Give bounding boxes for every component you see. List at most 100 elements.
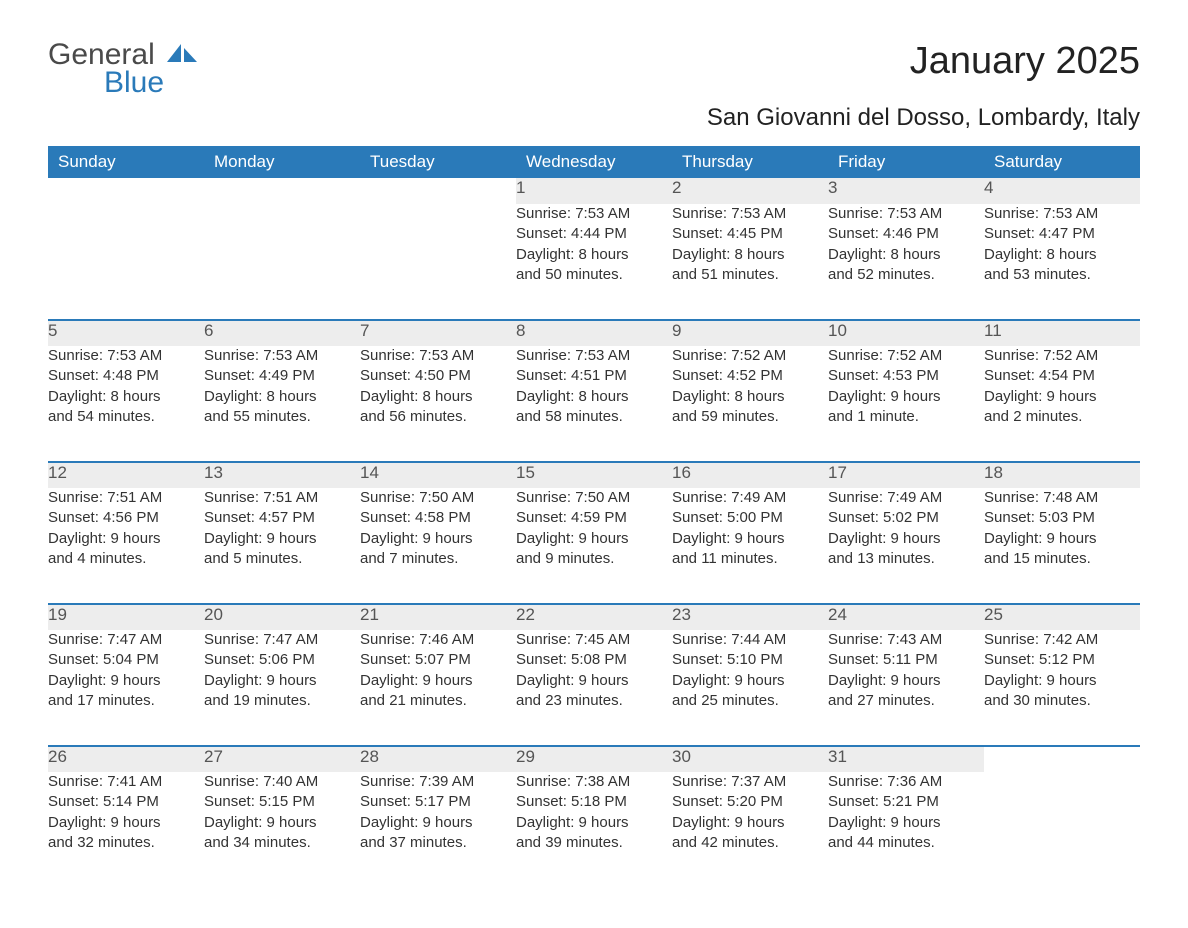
day-content-cell: Sunrise: 7:53 AMSunset: 4:45 PMDaylight:… (672, 204, 828, 320)
sunset-text: Sunset: 5:08 PM (516, 650, 672, 670)
day-number: 22 (516, 605, 535, 624)
day-number-cell: 30 (672, 746, 828, 772)
sunset-text: Sunset: 5:20 PM (672, 792, 828, 812)
sunrise-text: Sunrise: 7:43 AM (828, 630, 984, 650)
daylight2-text: and 30 minutes. (984, 691, 1140, 711)
day-number: 9 (672, 321, 681, 340)
weekday-header: Monday (204, 146, 360, 178)
daylight1-text: Daylight: 9 hours (984, 671, 1140, 691)
sunset-text: Sunset: 4:49 PM (204, 366, 360, 386)
day-number-cell: 18 (984, 462, 1140, 488)
daylight1-text: Daylight: 9 hours (984, 387, 1140, 407)
day-number-cell: 25 (984, 604, 1140, 630)
day-content-cell: Sunrise: 7:47 AMSunset: 5:06 PMDaylight:… (204, 630, 360, 746)
sunset-text: Sunset: 5:18 PM (516, 792, 672, 812)
day-number-cell: 13 (204, 462, 360, 488)
day-number: 18 (984, 463, 1003, 482)
day-content-cell: Sunrise: 7:46 AMSunset: 5:07 PMDaylight:… (360, 630, 516, 746)
sunrise-text: Sunrise: 7:53 AM (672, 204, 828, 224)
sunset-text: Sunset: 5:06 PM (204, 650, 360, 670)
daylight2-text: and 52 minutes. (828, 265, 984, 285)
sunrise-text: Sunrise: 7:53 AM (828, 204, 984, 224)
weekday-header: Saturday (984, 146, 1140, 178)
sunrise-text: Sunrise: 7:52 AM (672, 346, 828, 366)
day-number: 29 (516, 747, 535, 766)
day-number-cell: 15 (516, 462, 672, 488)
day-number-cell: 5 (48, 320, 204, 346)
day-number-cell: 28 (360, 746, 516, 772)
sunset-text: Sunset: 4:59 PM (516, 508, 672, 528)
day-number: 26 (48, 747, 67, 766)
daylight1-text: Daylight: 8 hours (984, 245, 1140, 265)
sunrise-text: Sunrise: 7:53 AM (516, 346, 672, 366)
daylight1-text: Daylight: 9 hours (48, 529, 204, 549)
daylight1-text: Daylight: 8 hours (516, 387, 672, 407)
daylight2-text: and 2 minutes. (984, 407, 1140, 427)
day-content-cell (984, 772, 1140, 888)
sunset-text: Sunset: 4:48 PM (48, 366, 204, 386)
daylight1-text: Daylight: 9 hours (204, 671, 360, 691)
day-number: 23 (672, 605, 691, 624)
location-text: San Giovanni del Dosso, Lombardy, Italy (48, 104, 1140, 132)
header-row: General Blue January 2025 (48, 40, 1140, 98)
daylight2-text: and 44 minutes. (828, 833, 984, 853)
day-number: 25 (984, 605, 1003, 624)
day-content-cell: Sunrise: 7:39 AMSunset: 5:17 PMDaylight:… (360, 772, 516, 888)
daylight1-text: Daylight: 9 hours (828, 529, 984, 549)
logo-text: General Blue (48, 40, 201, 98)
day-number-cell: 9 (672, 320, 828, 346)
sunset-text: Sunset: 5:04 PM (48, 650, 204, 670)
sunset-text: Sunset: 4:56 PM (48, 508, 204, 528)
day-number: 13 (204, 463, 223, 482)
daylight2-text: and 59 minutes. (672, 407, 828, 427)
day-number: 3 (828, 178, 837, 197)
sunrise-text: Sunrise: 7:47 AM (48, 630, 204, 650)
day-number: 19 (48, 605, 67, 624)
day-number-row: 12131415161718 (48, 462, 1140, 488)
day-content-cell: Sunrise: 7:38 AMSunset: 5:18 PMDaylight:… (516, 772, 672, 888)
day-number: 7 (360, 321, 369, 340)
daylight2-text: and 55 minutes. (204, 407, 360, 427)
day-number-row: 1234 (48, 178, 1140, 204)
weekday-header: Friday (828, 146, 984, 178)
day-number-cell (204, 178, 360, 204)
sunset-text: Sunset: 5:10 PM (672, 650, 828, 670)
day-number-cell (984, 746, 1140, 772)
sunrise-text: Sunrise: 7:53 AM (516, 204, 672, 224)
daylight1-text: Daylight: 8 hours (828, 245, 984, 265)
sunrise-text: Sunrise: 7:51 AM (204, 488, 360, 508)
day-content-cell: Sunrise: 7:50 AMSunset: 4:58 PMDaylight:… (360, 488, 516, 604)
daylight2-text: and 1 minute. (828, 407, 984, 427)
day-number-cell: 12 (48, 462, 204, 488)
day-content-cell: Sunrise: 7:53 AMSunset: 4:44 PMDaylight:… (516, 204, 672, 320)
weekday-header: Sunday (48, 146, 204, 178)
daylight2-text: and 58 minutes. (516, 407, 672, 427)
sunrise-text: Sunrise: 7:50 AM (360, 488, 516, 508)
day-content-cell: Sunrise: 7:45 AMSunset: 5:08 PMDaylight:… (516, 630, 672, 746)
day-content-cell: Sunrise: 7:53 AMSunset: 4:48 PMDaylight:… (48, 346, 204, 462)
logo-sail-icon (167, 40, 201, 70)
day-number: 14 (360, 463, 379, 482)
sunset-text: Sunset: 5:03 PM (984, 508, 1140, 528)
sunset-text: Sunset: 4:50 PM (360, 366, 516, 386)
sunrise-text: Sunrise: 7:41 AM (48, 772, 204, 792)
day-number: 15 (516, 463, 535, 482)
daylight1-text: Daylight: 9 hours (672, 671, 828, 691)
day-content-cell: Sunrise: 7:49 AMSunset: 5:02 PMDaylight:… (828, 488, 984, 604)
daylight2-text: and 4 minutes. (48, 549, 204, 569)
day-number-cell (48, 178, 204, 204)
sunset-text: Sunset: 4:57 PM (204, 508, 360, 528)
daylight2-text: and 7 minutes. (360, 549, 516, 569)
day-number: 12 (48, 463, 67, 482)
calendar-table: Sunday Monday Tuesday Wednesday Thursday… (48, 146, 1140, 888)
daylight1-text: Daylight: 8 hours (516, 245, 672, 265)
daylight2-text: and 23 minutes. (516, 691, 672, 711)
daylight1-text: Daylight: 9 hours (516, 813, 672, 833)
daylight2-text: and 27 minutes. (828, 691, 984, 711)
day-number-cell: 27 (204, 746, 360, 772)
day-number-row: 19202122232425 (48, 604, 1140, 630)
day-number: 11 (984, 321, 1002, 340)
daylight2-text: and 53 minutes. (984, 265, 1140, 285)
sunrise-text: Sunrise: 7:44 AM (672, 630, 828, 650)
sunset-text: Sunset: 4:53 PM (828, 366, 984, 386)
